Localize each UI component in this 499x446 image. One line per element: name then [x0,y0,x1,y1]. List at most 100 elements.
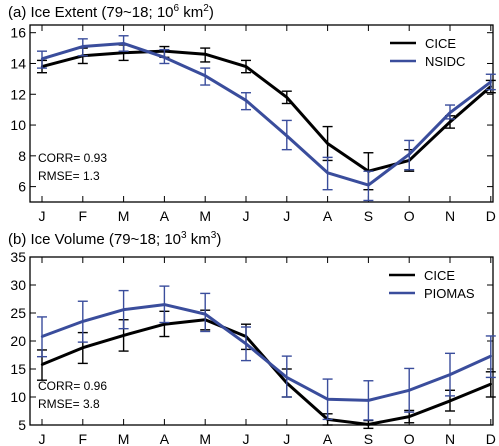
y-tick-label: 5 [18,417,26,433]
data-point [204,312,207,316]
panel-a-title: (a) Ice Extent (79~18; 106 km2) [8,3,214,21]
panel-b-title-sup2: 3 [211,230,217,241]
data-point [326,398,329,401]
data-point [448,111,452,114]
x-tick-label: J [243,208,250,224]
x-tick-label: O [404,208,415,224]
y-tick-label: 12 [10,86,26,102]
series-cice [37,309,496,430]
panel-b-title-end: ) [216,231,221,248]
panel-b-rmse: RMSE= 3.8 [38,397,100,411]
panel-ice-extent: (a) Ice Extent (79~18; 106 km2) 68101214… [8,3,496,224]
legend-a-nsidc-label: NSIDC [425,54,465,69]
series-line [41,41,492,187]
panel-a-title-sup2: 2 [203,3,209,14]
x-tick-label: O [404,431,415,446]
data-point [408,153,411,156]
data-point [244,99,248,102]
x-tick-label: A [323,208,333,224]
panel-a-rmse: RMSE= 1.3 [38,169,100,183]
legend-a-cice-label: CICE [425,36,456,51]
panel-b-title-mid: km [187,231,211,248]
data-point [489,354,492,358]
y-tick-label: 35 [10,249,26,265]
panel-a-title-end: ) [209,4,214,21]
data-point [81,45,85,48]
panel-b-title: (b) Ice Volume (79~18; 103 km3) [8,230,221,248]
x-tick-label: M [199,431,211,446]
data-point [122,308,125,311]
y-tick-label: 25 [10,305,26,321]
series-line [41,49,492,173]
panel-a-title-main: (a) Ice Extent (79~18; 10 [8,4,174,21]
series-line [41,303,492,402]
x-tick-label: J [39,208,46,224]
data-point [204,53,207,56]
panel-ice-volume: (b) Ice Volume (79~18; 103 km3) 51015202… [8,230,496,446]
data-point [489,382,492,386]
panel-b-series [37,285,496,430]
data-point [408,389,411,392]
data-point [122,42,125,45]
data-point [204,74,207,77]
data-point [367,399,370,402]
data-point [448,399,452,403]
panel-b-title-main: (b) Ice Volume (79~18; 10 [8,231,181,248]
x-tick-label: D [486,208,496,224]
panel-a-plot-frame [29,24,494,203]
legend-b-piomas-label: PIOMAS [424,286,475,301]
panel-b-y-axis: 5 10 15 20 25 30 35 [10,249,493,433]
data-point [367,423,370,426]
x-tick-label: S [364,431,373,446]
panel-a-corr: CORR= 0.93 [38,151,107,165]
data-point [163,56,166,59]
legend-b-cice-label: CICE [424,268,455,283]
data-point [163,303,166,306]
panel-a-title-mid: km [179,4,203,21]
x-tick-label: M [118,431,130,446]
y-tick-label: 16 [10,25,26,41]
data-point [244,65,248,68]
data-point [40,363,44,366]
y-tick-label: 20 [10,333,26,349]
series-piomas [37,285,496,421]
x-tick-label: D [486,431,496,446]
data-point [448,120,452,124]
y-tick-label: 6 [18,179,26,195]
x-tick-label: J [243,431,250,446]
data-point [367,183,370,187]
data-point [285,96,288,99]
x-tick-label: J [283,208,290,224]
panel-a-legend: CICE NSIDC [390,36,465,69]
x-tick-label: J [283,431,290,446]
data-point [122,51,125,54]
x-tick-label: A [160,208,170,224]
panel-b-title-sup: 3 [181,230,187,241]
x-tick-label: N [445,208,455,224]
data-point [489,80,492,84]
series-nsidc [37,35,496,202]
x-tick-label: F [79,208,88,224]
x-tick-label: A [160,431,170,446]
data-point [326,171,329,174]
x-tick-label: J [39,431,46,446]
x-tick-label: S [364,208,373,224]
data-point [285,376,288,379]
data-point [81,320,85,323]
data-point [326,142,329,145]
data-point [448,373,452,376]
panel-a-y-axis: 6 8 10 12 14 16 [10,25,493,195]
data-point [81,346,85,349]
y-tick-label: 10 [10,389,26,405]
data-point [163,323,166,326]
y-tick-label: 8 [18,148,26,164]
y-tick-label: 14 [10,55,26,71]
data-point [40,335,44,338]
x-tick-label: M [199,208,211,224]
data-point [40,57,44,61]
x-tick-label: M [118,208,130,224]
panel-b-corr: CORR= 0.96 [38,379,107,393]
